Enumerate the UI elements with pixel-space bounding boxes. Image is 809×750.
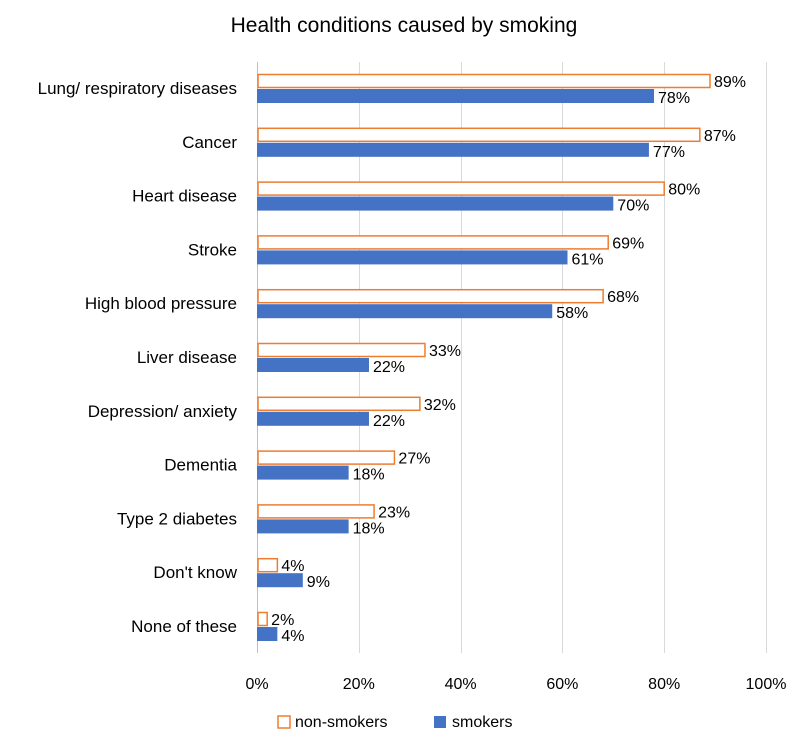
legend-label-non-smokers: non-smokers (295, 714, 387, 731)
data-label-smokers: 18% (353, 520, 385, 537)
x-tick-label: 60% (546, 676, 578, 693)
data-label-non-smokers: 32% (424, 397, 456, 414)
data-label-smokers: 22% (373, 413, 405, 430)
data-label-non-smokers: 69% (612, 235, 644, 252)
chart-title: Health conditions caused by smoking (231, 14, 578, 37)
category-label: Depression/ anxiety (88, 402, 238, 421)
data-label-non-smokers: 68% (607, 289, 639, 306)
bar-non-smokers (257, 557, 279, 573)
bar-smokers (257, 196, 614, 211)
gridlines (257, 62, 767, 653)
category-label: Don't know (153, 563, 237, 582)
category-label: Stroke (188, 240, 237, 259)
data-label-non-smokers: 27% (398, 451, 430, 468)
data-labels: 89% 78% 87% 77% 80% 70% 69% 61% 68% 58% 33% 22% 32% 2… (271, 74, 746, 645)
legend-swatch-non-smokers (277, 715, 291, 729)
bar-non-smokers (257, 288, 604, 304)
data-label-smokers: 77% (653, 144, 685, 161)
data-label-non-smokers: 80% (668, 182, 700, 199)
x-tick-label: 100% (746, 676, 787, 693)
data-label-non-smokers: 89% (714, 74, 746, 91)
category-label: Lung/ respiratory diseases (38, 79, 237, 98)
category-label: Cancer (182, 133, 237, 152)
bar-non-smokers (257, 73, 711, 89)
data-label-smokers: 18% (353, 467, 385, 484)
data-label-smokers: 4% (281, 628, 304, 645)
bar-non-smokers (257, 450, 396, 465)
bar-smokers (257, 358, 369, 372)
legend: non-smokers smokers (277, 714, 512, 731)
data-label-non-smokers: 33% (429, 343, 461, 360)
data-label-smokers: 78% (658, 90, 690, 107)
bar-non-smokers (257, 235, 609, 250)
x-tick-label: 80% (648, 676, 680, 693)
x-tick-label: 20% (343, 676, 375, 693)
legend-swatch-smokers (434, 716, 446, 728)
bar-smokers (257, 519, 349, 534)
bar-smokers (257, 304, 553, 319)
bar-smokers (257, 465, 349, 480)
bar-smokers (257, 250, 568, 265)
category-label: None of these (131, 617, 237, 636)
bar-non-smokers (257, 342, 426, 358)
data-label-smokers: 58% (556, 305, 588, 322)
data-label-non-smokers: 4% (281, 558, 304, 575)
data-label-non-smokers: 23% (378, 504, 410, 521)
bars (257, 73, 711, 641)
category-label: Dementia (164, 456, 237, 475)
category-label: High blood pressure (85, 294, 237, 313)
data-label-smokers: 61% (571, 251, 603, 268)
x-tick-label: 0% (245, 676, 268, 693)
bar-non-smokers (257, 181, 665, 196)
data-label-smokers: 9% (307, 574, 330, 591)
data-label-non-smokers: 2% (271, 612, 294, 629)
x-tick-label: 40% (445, 676, 477, 693)
data-label-non-smokers: 87% (704, 128, 736, 145)
legend-label-smokers: smokers (452, 714, 512, 731)
bar-non-smokers (257, 127, 701, 143)
data-label-smokers: 70% (617, 198, 649, 215)
bar-smokers (257, 142, 649, 157)
category-label: Type 2 diabetes (117, 509, 237, 528)
bar-non-smokers (257, 504, 375, 519)
category-labels: Lung/ respiratory diseases Cancer Heart di… (38, 79, 238, 636)
category-label: Liver disease (137, 348, 237, 367)
bar-smokers (257, 627, 278, 641)
bar-smokers (257, 411, 369, 426)
x-axis-tick-labels: 0% 20% 40% 60% 80% 100% (245, 676, 786, 693)
bar-smokers (257, 573, 303, 588)
bar-non-smokers (257, 396, 421, 412)
bar-smokers (257, 89, 655, 103)
category-label: Heart disease (132, 187, 237, 206)
bar-non-smokers (257, 611, 268, 627)
data-label-smokers: 22% (373, 359, 405, 376)
